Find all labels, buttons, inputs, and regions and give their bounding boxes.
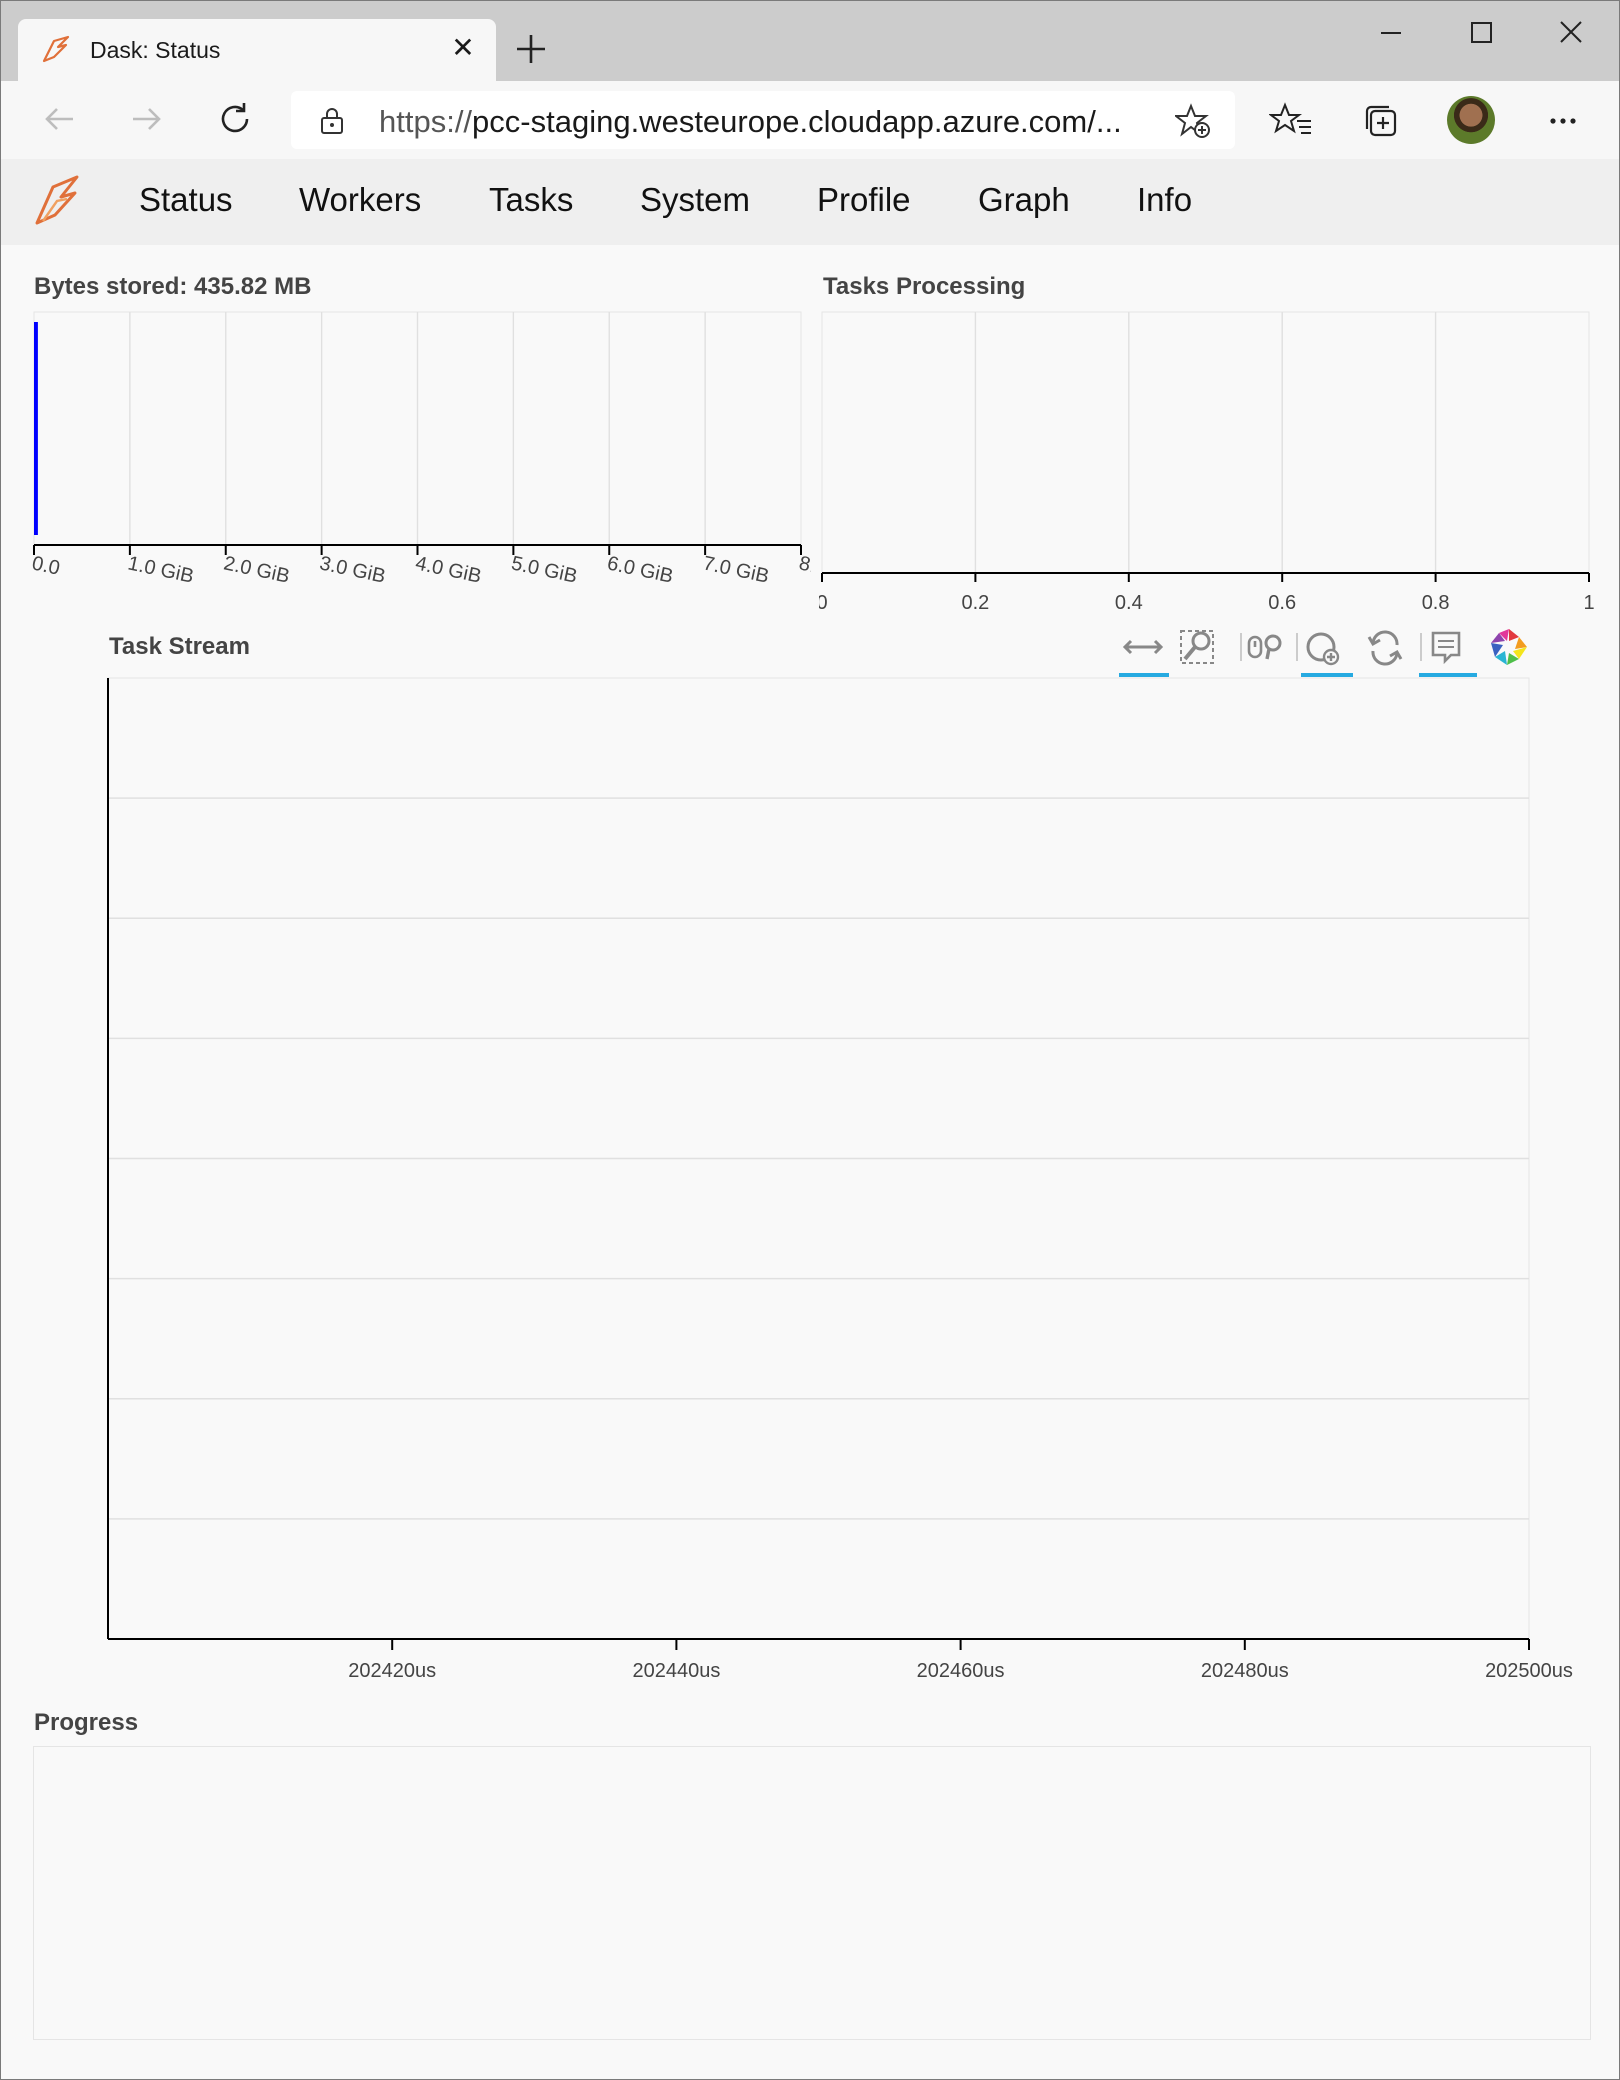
x-tick-label: 202460us [917,1660,1005,1682]
x-tick-label: 4.0 GiB [413,552,483,587]
dask-logo-icon[interactable] [31,171,83,231]
tasks-processing-title: Tasks Processing [823,273,1026,300]
x-tick-label: 202480us [1201,1660,1289,1682]
close-window-icon[interactable] [1541,11,1601,55]
refresh-icon[interactable] [213,97,257,141]
x-tick-label: 202440us [632,1660,720,1682]
reset-icon[interactable] [1363,625,1407,677]
x-tick-label: 8.0 GiB [797,552,811,587]
zoom-in-icon[interactable] [1293,625,1355,677]
x-tick-label: 2.0 GiB [222,552,292,587]
collections-icon[interactable] [1359,99,1403,143]
tab-strip: Dask: Status ✕ [1,1,1619,81]
x-tick-label: 5.0 GiB [509,552,579,587]
close-tab-icon[interactable]: ✕ [451,32,475,63]
tab-title: Dask: Status [90,37,221,63]
x-tick-label: 202420us [348,1660,436,1682]
address-bar[interactable]: https://pcc-staging.westeurope.cloudapp.… [291,91,1235,149]
progress-chart[interactable] [33,1746,1591,2040]
x-tick-label: 1 [1583,592,1594,614]
nav-info[interactable]: Info [1137,181,1193,218]
url-host: pcc-staging.westeurope.cloudapp.azure.co… [472,104,1122,139]
x-tick-label: 1.0 GiB [126,552,196,587]
x-tick-label: 3.0 GiB [318,552,388,587]
bytes-stored-title: Bytes stored: 435.82 MB [34,273,312,300]
task-stream-title: Task Stream [109,633,250,660]
profile-avatar[interactable] [1447,96,1495,144]
more-options-icon[interactable] [1541,99,1585,143]
nav-system[interactable]: System [640,181,751,218]
nav-status[interactable]: Status [139,181,233,218]
x-tick-label: 7.0 GiB [701,552,771,587]
x-tick-label: 0.6 [1268,592,1296,614]
plot-frame [821,311,1590,574]
add-favorite-icon[interactable] [1175,103,1211,139]
x-tick-label: 202500us [1485,1660,1573,1682]
dask-navbar: Status Workers Tasks System Profile Grap… [1,159,1619,245]
lock-icon[interactable] [319,107,345,135]
nav-workers[interactable]: Workers [299,181,422,218]
maximize-icon[interactable] [1451,11,1511,55]
box-zoom-icon[interactable] [1177,625,1221,677]
nav-tasks[interactable]: Tasks [489,181,574,218]
x-tick-label: 0.0 [31,552,62,579]
task-stream-toolbar [1117,625,1537,677]
hover-icon[interactable] [1417,625,1479,677]
url-protocol: https:// [379,104,473,139]
x-tick-label: 6.0 GiB [605,552,675,587]
x-tick-label: 0.2 [961,592,989,614]
x-tick-label: 0.8 [1422,592,1450,614]
dask-favicon-icon [42,35,70,63]
forward-icon[interactable] [125,97,169,141]
favorites-icon[interactable] [1269,99,1313,143]
url-text[interactable]: https://pcc-staging.westeurope.cloudapp.… [379,104,1122,140]
minimize-icon[interactable] [1361,11,1421,55]
bytes-stored-chart[interactable]: 0.0 1.0 GiB 2.0 GiB 3.0 GiB 4.0 GiB 5.0 GiB 6.… [31,309,811,609]
nav-graph[interactable]: Graph [978,181,1070,218]
wheel-zoom-icon[interactable] [1237,625,1287,677]
bokeh-logo[interactable] [1487,625,1537,677]
task-stream-chart[interactable]: 202420us 202440us 202460us 202480us 202500us [91,673,1591,1693]
progress-title: Progress [34,1709,139,1736]
nav-profile[interactable]: Profile [817,181,911,218]
back-icon[interactable] [37,97,81,141]
x-tick-label: 0.4 [1115,592,1143,614]
new-tab-icon[interactable] [511,29,551,69]
x-tick-label: 0 [819,592,828,614]
bytes-bar [34,322,38,535]
browser-tab[interactable]: Dask: Status ✕ [18,19,496,81]
tasks-processing-chart[interactable]: 0 0.2 0.4 0.6 0.8 1 [819,309,1609,619]
pan-icon[interactable] [1117,625,1171,677]
browser-toolbar: https://pcc-staging.westeurope.cloudapp.… [1,81,1619,160]
